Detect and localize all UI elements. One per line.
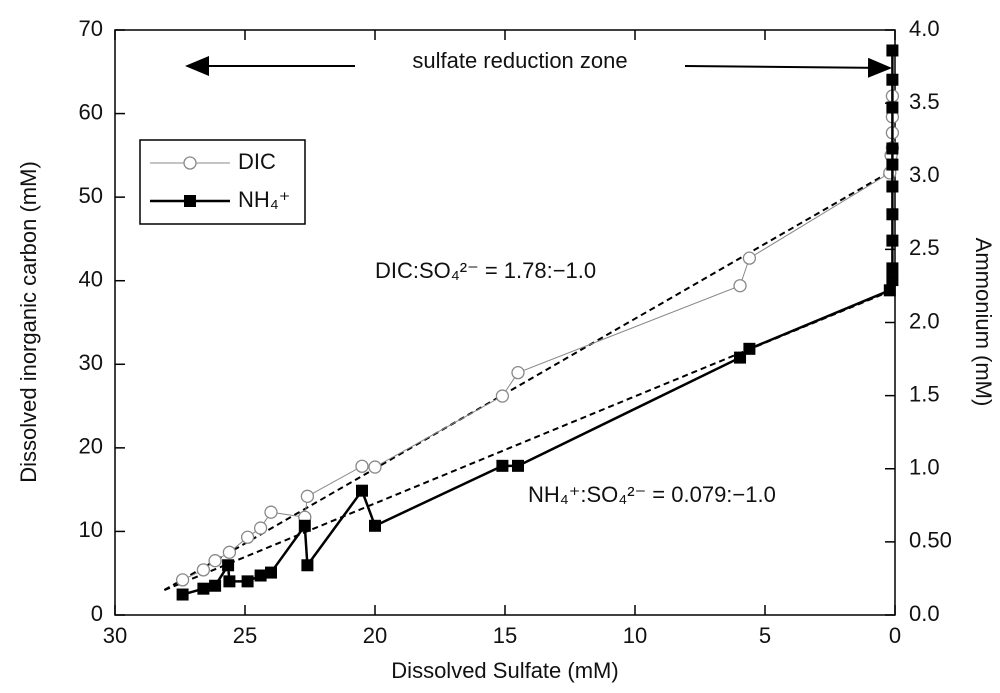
y-tick-label: 40 [79, 267, 103, 292]
data-point [886, 180, 899, 193]
fit-line [163, 169, 893, 591]
data-point [511, 365, 525, 380]
zone-arrow-right [684, 57, 892, 78]
legend-marker [184, 195, 196, 207]
plot-frame [114, 29, 896, 616]
y-tick-label: 0 [91, 601, 103, 626]
data-point [355, 459, 369, 473]
data-point [886, 142, 899, 155]
data-point [175, 573, 190, 587]
y2-tick-label: 3.5 [909, 89, 940, 114]
data-point [356, 484, 368, 497]
data-point [197, 582, 210, 595]
data-point [222, 559, 235, 572]
y-tick-label: 70 [79, 16, 103, 41]
data-point [301, 559, 314, 572]
data-point [369, 519, 381, 532]
data-point [886, 208, 899, 221]
y2-tick-label: 0.0 [909, 601, 940, 626]
nh4-ratio-label: NH₄⁺:SO₄²⁻ = 0.079:−1.0 [528, 482, 776, 507]
y2-tick-label: 1.5 [909, 381, 940, 406]
x-tick-label: 30 [103, 623, 127, 648]
x-tick-label: 20 [363, 623, 387, 648]
data-point [368, 460, 382, 474]
data-point [208, 554, 222, 568]
data-point [209, 579, 222, 592]
data-point [886, 44, 899, 57]
y-tick-label: 50 [79, 183, 103, 208]
data-point [298, 519, 311, 532]
data-point [495, 389, 510, 403]
data-point [222, 545, 237, 559]
data-point [743, 342, 756, 355]
legend-marker [183, 156, 197, 170]
y2-tick-label: 0.50 [909, 528, 952, 553]
zone-label: sulfate reduction zone [412, 48, 627, 73]
x-tick-label: 25 [233, 623, 257, 648]
legend-box [139, 139, 306, 225]
data-point [240, 530, 255, 544]
x-tick-label: 15 [493, 623, 517, 648]
data-point [196, 563, 211, 577]
data-point [742, 251, 757, 265]
x-tick-label: 5 [759, 623, 771, 648]
data-point [253, 521, 268, 535]
data-point [886, 101, 899, 114]
data-point [241, 575, 254, 588]
data-point [886, 73, 899, 86]
data-point [496, 459, 509, 472]
y-tick-label: 10 [79, 517, 103, 542]
data-point [265, 566, 277, 579]
y2-tick-label: 3.0 [909, 162, 940, 187]
y-tick-label: 60 [79, 99, 103, 124]
y-tick-label: 20 [79, 434, 103, 459]
y-axis-title: Dissolved inorganic carbon (mM) [16, 161, 41, 483]
data-point [512, 459, 524, 472]
x-axis-title: Dissolved Sulfate (mM) [391, 658, 618, 683]
data-point [886, 234, 899, 247]
x-tick-label: 10 [623, 623, 647, 648]
data-point [264, 505, 278, 519]
data-point [254, 569, 267, 582]
data-point [734, 351, 747, 364]
legend-label: DIC [238, 149, 276, 174]
data-point [886, 158, 899, 171]
fit-line [164, 289, 893, 592]
data-point [176, 588, 189, 601]
series-line [182, 50, 894, 596]
data-point [733, 279, 747, 293]
dic-ratio-label: DIC:SO₄²⁻ = 1.78:−1.0 [375, 258, 596, 283]
y2-tick-label: 1.0 [909, 455, 940, 480]
data-point [300, 489, 315, 503]
y2-tick-label: 2.5 [909, 235, 940, 260]
data-point [886, 262, 899, 275]
x-tick-label: 0 [889, 623, 901, 648]
data-point [886, 274, 899, 287]
y2-tick-label: 2.0 [909, 308, 940, 333]
y2-axis-title: Ammonium (mM) [971, 238, 996, 407]
legend-label: NH₄⁺ [238, 187, 290, 212]
data-point [223, 575, 236, 588]
y2-tick-label: 4.0 [909, 16, 940, 41]
y-tick-label: 30 [79, 350, 103, 375]
data-point [883, 284, 896, 297]
